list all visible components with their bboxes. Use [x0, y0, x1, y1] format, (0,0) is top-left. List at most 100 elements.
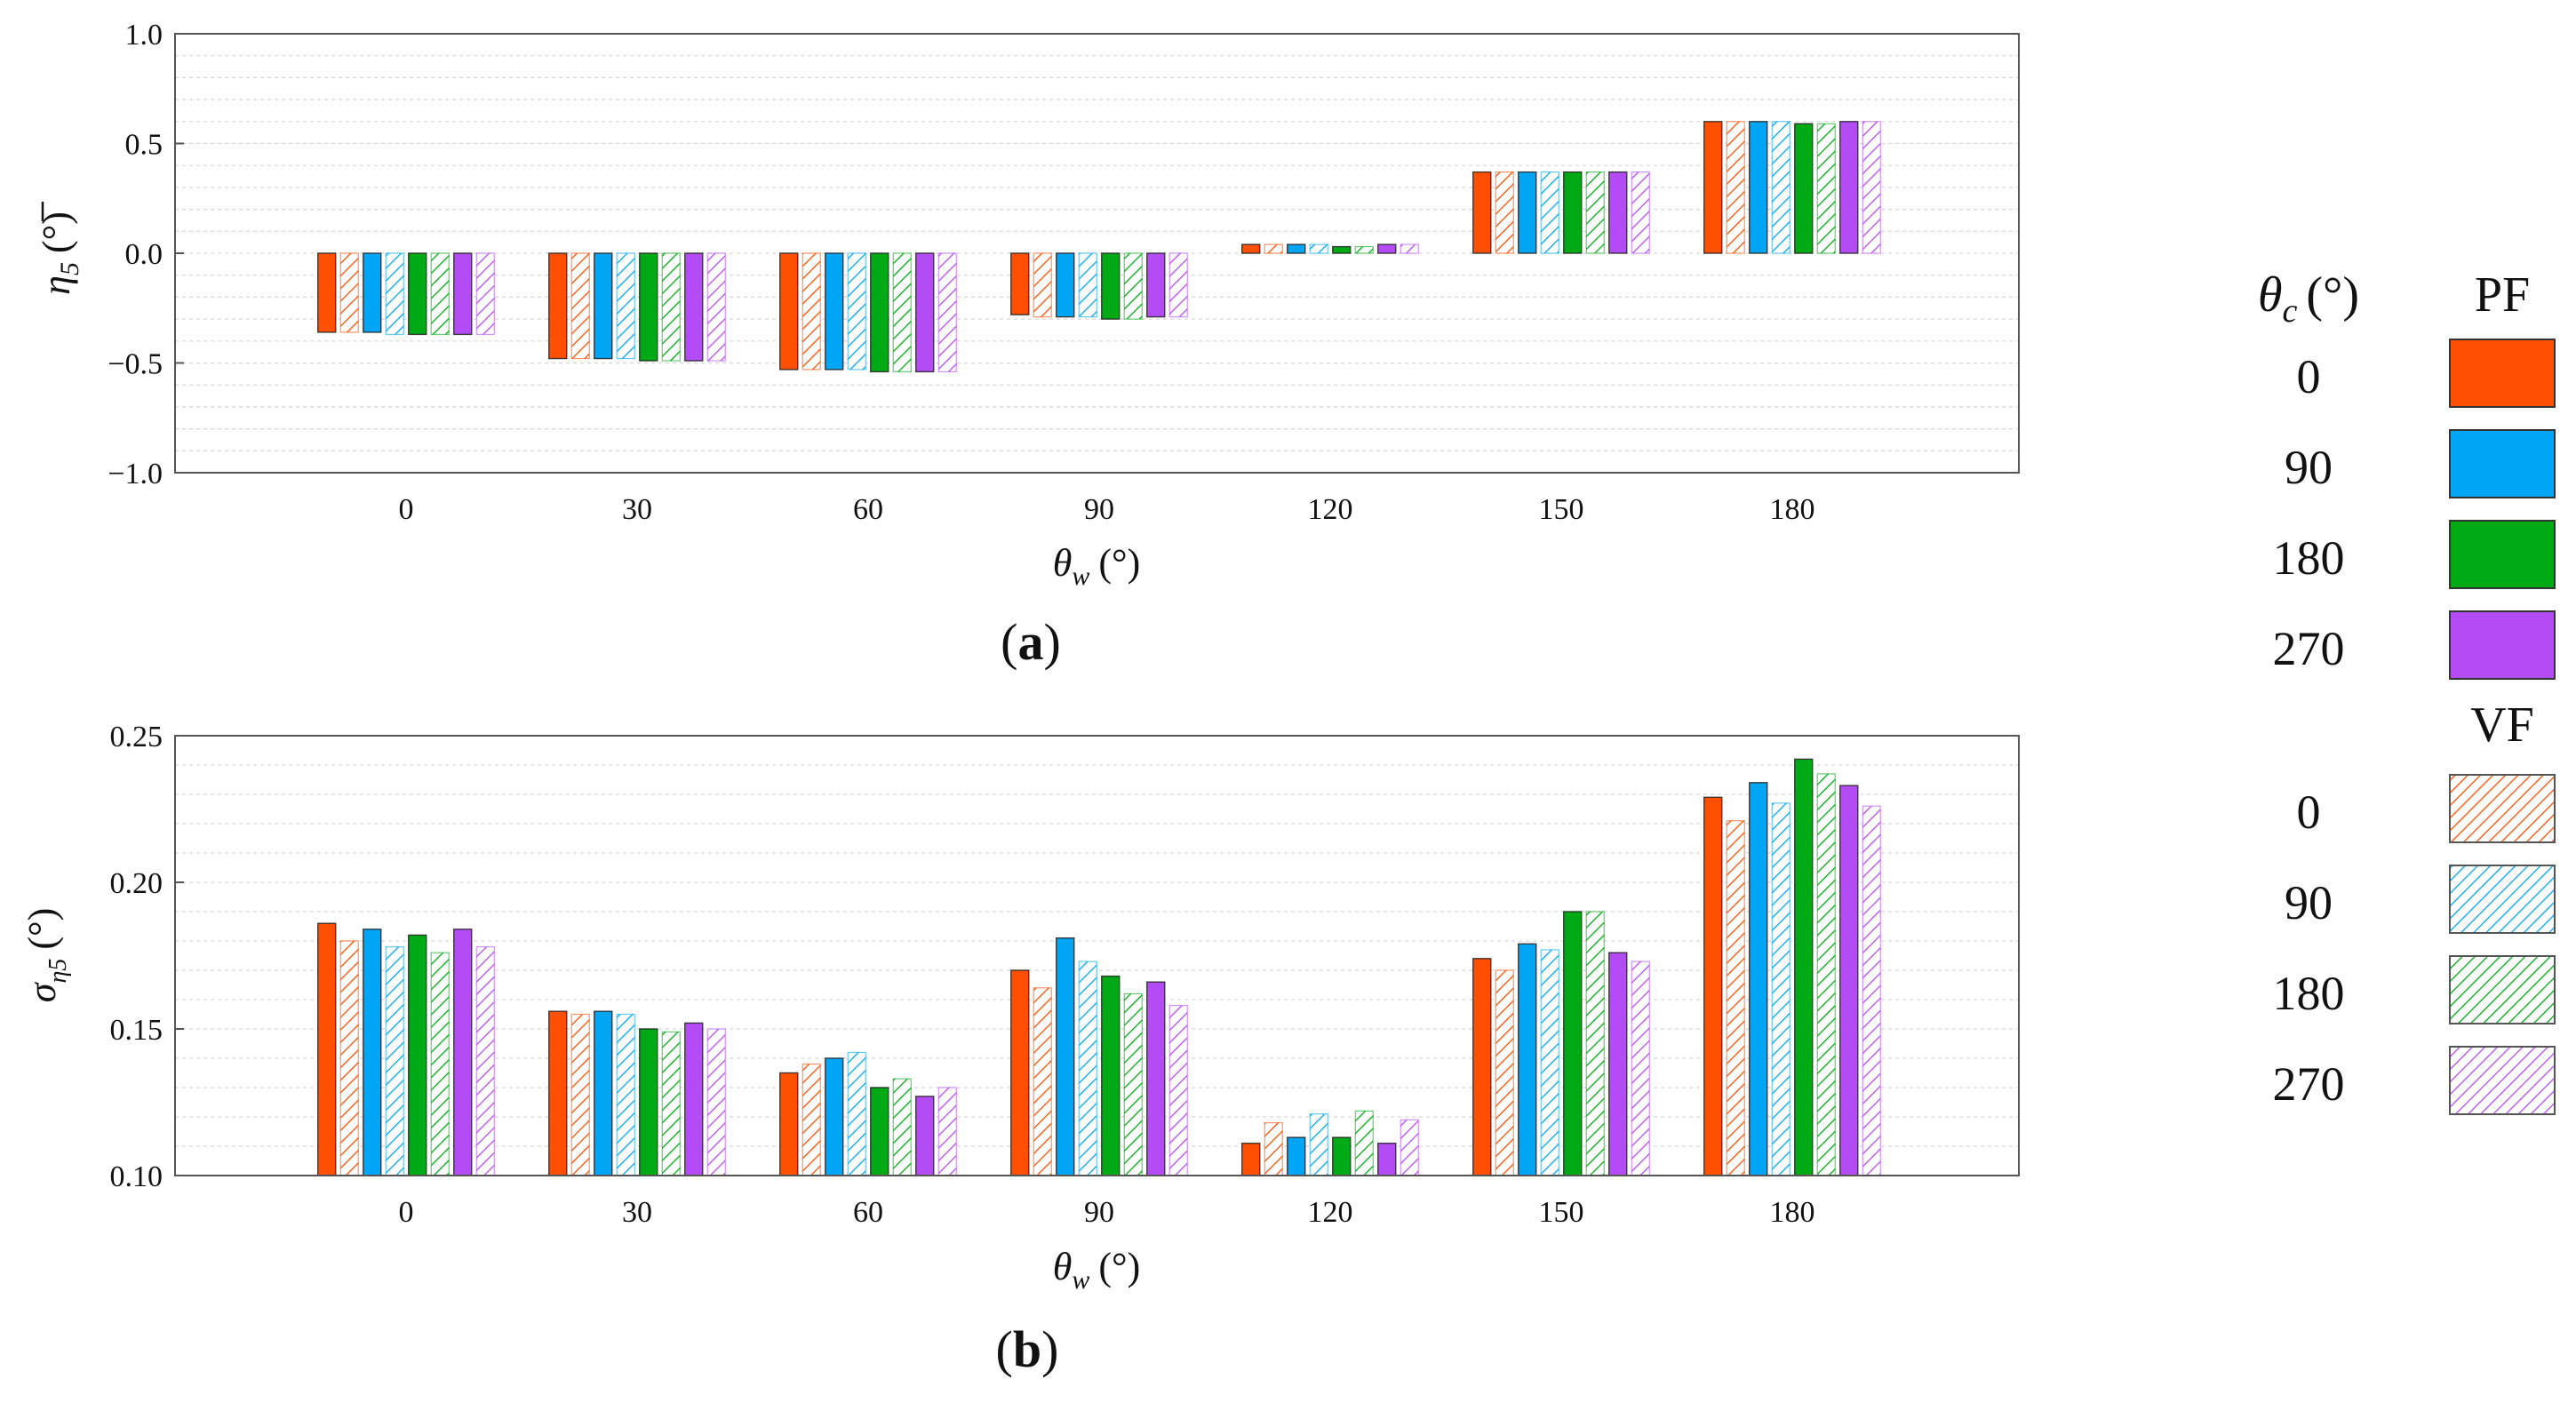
legend-vf-angle-90: 90 [2285, 876, 2333, 929]
y-tick-label: −1.0 [108, 458, 163, 490]
bar-pf-0-theta-w-120 [1241, 1142, 1261, 1176]
legend-pf-swatch-0 [2449, 339, 2556, 408]
bar-pf-0-theta-w-150 [1472, 958, 1492, 1176]
bar-vf-0-theta-w-30 [570, 1013, 590, 1176]
y-tick-labels-b: 0.10 0.15 0.20 0.25 [110, 721, 184, 1193]
x-tick-label: 120 [1308, 493, 1353, 526]
bar-vf-180-theta-w-0 [430, 252, 450, 335]
bar-vf-90-theta-w-150 [1540, 949, 1559, 1176]
bar-vf-0-theta-w-90 [1033, 252, 1052, 318]
bar-vf-270-theta-w-90 [1168, 1004, 1188, 1176]
legend-pf-angle-270: 270 [2273, 622, 2345, 675]
bar-vf-90-theta-w-60 [847, 252, 866, 371]
x-axis-label-b: θw (°) [1053, 1245, 1141, 1295]
bar-pf-0-theta-w-180 [1703, 121, 1723, 254]
bar-pf-180-theta-w-120 [1332, 245, 1352, 254]
bar-vf-90-theta-w-120 [1309, 243, 1328, 254]
bar-pf-0-theta-w-30 [548, 252, 568, 360]
bar-vf-90-theta-w-0 [385, 252, 404, 335]
bar-vf-180-theta-w-90 [1123, 252, 1143, 320]
bar-vf-180-theta-w-30 [661, 1031, 681, 1176]
bar-vf-270-theta-w-150 [1631, 171, 1650, 254]
x-axis-label-a: θw (°) [1053, 541, 1141, 591]
bar-vf-270-theta-w-60 [937, 1087, 957, 1176]
bar-vf-0-theta-w-120 [1264, 1121, 1283, 1176]
legend: θc (°) PF VF 0 0 90 90 180 180 270 270 [2258, 267, 2556, 1115]
bar-pf-270-theta-w-180 [1839, 121, 1859, 254]
y-axis-unit-a: (°) [35, 211, 78, 253]
x-tick-label: 60 [853, 1196, 883, 1229]
bar-pf-0-theta-w-30 [548, 1010, 568, 1176]
bar-vf-180-theta-w-0 [430, 952, 450, 1176]
bar-pf-270-theta-w-150 [1608, 171, 1628, 254]
panel-b-chart: 0.100.150.200.25 0 30 60 90 120 150 180 θw (°) … [20, 721, 2020, 1378]
y-tick-labels-a: −1.0 −0.5 0.0 0.5 1.0 [108, 19, 184, 490]
bar-vf-270-theta-w-0 [475, 252, 495, 335]
bar-pf-270-theta-w-0 [453, 929, 473, 1176]
legend-vf-angle-180: 180 [2273, 967, 2345, 1020]
y-tick-label: 0.20 [110, 867, 163, 900]
y-tick-label: 0.10 [110, 1160, 163, 1193]
bar-pf-0-theta-w-180 [1703, 796, 1723, 1176]
bar-pf-270-theta-w-90 [1146, 981, 1166, 1176]
bar-vf-180-theta-w-30 [661, 252, 681, 362]
bar-pf-0-theta-w-120 [1241, 243, 1261, 254]
x-tick-label: 60 [853, 493, 883, 526]
bar-vf-180-theta-w-180 [1816, 123, 1836, 254]
y-tick-label: 0.0 [125, 238, 163, 271]
bar-vf-0-theta-w-150 [1495, 171, 1514, 254]
bar-pf-180-theta-w-0 [408, 252, 427, 336]
y-tick-label: 0.15 [110, 1014, 163, 1047]
x-axis-sub-b: w [1072, 1265, 1089, 1295]
x-tick-label: 30 [622, 493, 652, 526]
bar-pf-0-theta-w-90 [1010, 969, 1030, 1176]
legend-vf-swatch-90 [2449, 865, 2556, 934]
bar-vf-180-theta-w-180 [1816, 773, 1836, 1176]
bar-vf-90-theta-w-60 [847, 1051, 866, 1176]
bar-vf-0-theta-w-180 [1726, 121, 1745, 254]
y-axis-symbol-a: η [35, 275, 78, 295]
panel-label-a: (a) [1001, 613, 1061, 671]
legend-header: θc (°) [2258, 267, 2359, 330]
legend-header-symbol: θ [2258, 267, 2283, 323]
y-tick-label: 0.25 [110, 721, 163, 753]
bar-vf-270-theta-w-120 [1400, 243, 1419, 254]
y-axis-label-a: η5 (°) [35, 202, 84, 295]
bar-pf-180-theta-w-180 [1794, 758, 1814, 1176]
x-axis-symbol-b: θ [1053, 1245, 1073, 1288]
x-tick-label: 90 [1084, 493, 1114, 526]
bar-pf-180-theta-w-60 [870, 1087, 889, 1176]
legend-vf-label: VF [2470, 698, 2534, 753]
bar-pf-270-theta-w-0 [453, 252, 473, 336]
bar-vf-90-theta-w-150 [1540, 171, 1559, 254]
bar-vf-180-theta-w-60 [892, 252, 912, 372]
bar-vf-0-theta-w-30 [570, 252, 590, 360]
legend-pf-angle-0: 0 [2297, 350, 2321, 403]
y-axis-label-b: ση5 (°) [20, 908, 72, 1003]
x-tick-label: 180 [1770, 493, 1815, 526]
x-axis-symbol-a: θ [1053, 541, 1073, 585]
bar-vf-0-theta-w-0 [339, 940, 359, 1176]
x-axis-unit-a: (°) [1098, 541, 1140, 585]
bar-vf-270-theta-w-0 [475, 945, 495, 1176]
y-axis-sub-b: η5 [44, 959, 72, 984]
bar-pf-180-theta-w-90 [1101, 252, 1121, 320]
bar-vf-90-theta-w-30 [616, 1013, 635, 1176]
legend-pf-angle-180: 180 [2273, 531, 2345, 585]
svg-text:ση5(°): ση5 (°) [20, 908, 72, 1003]
bar-pf-90-theta-w-60 [825, 252, 844, 371]
bar-vf-180-theta-w-120 [1354, 245, 1374, 254]
bar-pf-180-theta-w-30 [639, 1028, 658, 1176]
x-axis-sub-a: w [1072, 562, 1089, 591]
bar-pf-270-theta-w-180 [1839, 785, 1859, 1176]
bar-pf-90-theta-w-180 [1749, 782, 1768, 1176]
bar-pf-90-theta-w-150 [1518, 943, 1537, 1176]
legend-pf-swatch-90 [2449, 429, 2556, 498]
bars-b [317, 758, 1881, 1176]
bar-vf-90-theta-w-180 [1771, 121, 1790, 254]
x-tick-label: 90 [1084, 1196, 1114, 1229]
bar-vf-0-theta-w-180 [1726, 820, 1745, 1176]
legend-header-unit: (°) [2306, 267, 2359, 323]
bar-vf-0-theta-w-60 [802, 1063, 821, 1176]
legend-vf-swatch-0 [2449, 774, 2556, 843]
